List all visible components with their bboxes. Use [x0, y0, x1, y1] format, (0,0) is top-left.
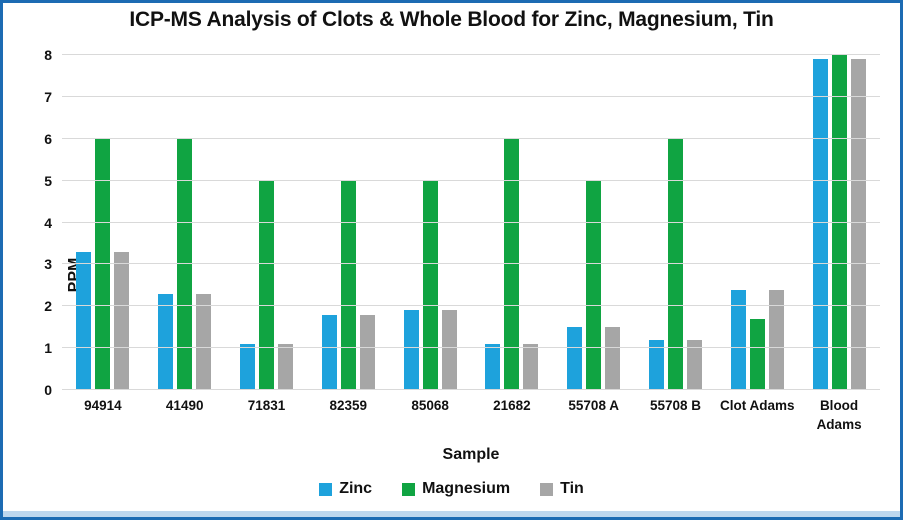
bar-tin — [768, 289, 784, 390]
bar-zinc — [485, 343, 501, 390]
bar-magnesium — [504, 138, 520, 390]
y-tick-label: 8 — [44, 47, 52, 63]
bar-zinc — [76, 251, 92, 390]
x-tick-label: Blood Adams — [816, 398, 862, 432]
bar-groups — [62, 55, 880, 390]
bar-group — [307, 55, 389, 390]
bar-zinc — [158, 293, 174, 390]
bar-group — [553, 55, 635, 390]
bar-group — [226, 55, 308, 390]
bar-zinc — [648, 339, 664, 390]
gridline — [62, 54, 880, 55]
x-tick-label: 94914 — [84, 398, 122, 413]
legend-item-zinc: Zinc — [319, 480, 372, 498]
bar-magnesium — [340, 180, 356, 390]
bar-zinc — [321, 314, 337, 390]
y-tick-label: 7 — [44, 88, 52, 105]
legend-swatch-zinc — [319, 482, 333, 496]
y-tick-label: 4 — [44, 214, 52, 231]
bar-magnesium — [749, 318, 765, 390]
chart-title: ICP-MS Analysis of Clots & Whole Blood f… — [129, 8, 774, 31]
bar-zinc — [239, 343, 255, 390]
y-tick-label: 1 — [44, 340, 52, 357]
bar-group — [389, 55, 471, 390]
bar-group — [144, 55, 226, 390]
bar-magnesium — [586, 180, 602, 390]
gridline — [62, 221, 880, 223]
bar-group — [798, 55, 880, 390]
bar-tin — [114, 251, 130, 390]
bar-group — [635, 55, 717, 390]
bar-tin — [277, 343, 293, 390]
x-tick-label: 55708 B — [649, 398, 701, 413]
x-axis-labels: 94914 41490 71831 82359 85068 21682 55708 A 557… — [62, 397, 880, 435]
y-tick-label: 3 — [44, 256, 52, 273]
gridline — [62, 389, 880, 390]
legend-label: Tin — [560, 480, 584, 497]
x-axis-title: Sample — [442, 446, 500, 463]
x-tick-label: 71831 — [247, 398, 286, 413]
bar-tin — [196, 293, 212, 390]
bar-tin — [605, 327, 621, 390]
bar-zinc — [567, 327, 583, 390]
gridline — [62, 305, 880, 307]
x-tick-label: 55708 A — [568, 398, 619, 413]
bar-tin — [523, 343, 539, 390]
y-tick-label: 5 — [44, 172, 52, 189]
gridline — [62, 347, 880, 349]
x-tick-label: 85068 — [411, 398, 449, 413]
x-tick-label: 21682 — [493, 398, 531, 413]
x-tick-label: Clot Adams — [720, 398, 795, 413]
bar-tin — [850, 59, 866, 390]
bar-zinc — [812, 59, 828, 390]
bar-magnesium — [667, 138, 683, 390]
y-tick-label: 2 — [44, 298, 52, 315]
bar-magnesium — [831, 55, 847, 390]
bottom-strip — [3, 511, 900, 517]
legend-swatch-magnesium — [402, 482, 416, 496]
gridline — [62, 95, 880, 97]
legend-item-magnesium: Magnesium — [402, 480, 510, 498]
bar-group — [62, 55, 144, 390]
bar-group — [716, 55, 798, 390]
legend-swatch-tin — [540, 482, 554, 496]
bar-magnesium — [258, 180, 274, 390]
x-tick-label: 82359 — [329, 398, 368, 413]
legend-item-tin: Tin — [540, 480, 584, 498]
legend-label: Magnesium — [422, 480, 511, 497]
gridline — [62, 137, 880, 139]
bar-tin — [686, 339, 702, 390]
x-tick-label: 41490 — [165, 398, 204, 413]
legend: Zinc Magnesium Tin — [3, 480, 900, 498]
legend-label: Zinc — [339, 480, 373, 497]
bar-tin — [441, 310, 457, 390]
bar-zinc — [730, 289, 746, 390]
bar-zinc — [403, 310, 419, 390]
bar-magnesium — [95, 138, 111, 390]
gridline — [62, 179, 880, 181]
gridline — [62, 263, 880, 265]
y-tick-label: 0 — [44, 382, 52, 398]
bar-group — [471, 55, 553, 390]
bar-tin — [359, 314, 375, 390]
bar-magnesium — [422, 180, 438, 390]
y-tick-label: 6 — [44, 130, 52, 147]
bar-magnesium — [177, 138, 193, 390]
